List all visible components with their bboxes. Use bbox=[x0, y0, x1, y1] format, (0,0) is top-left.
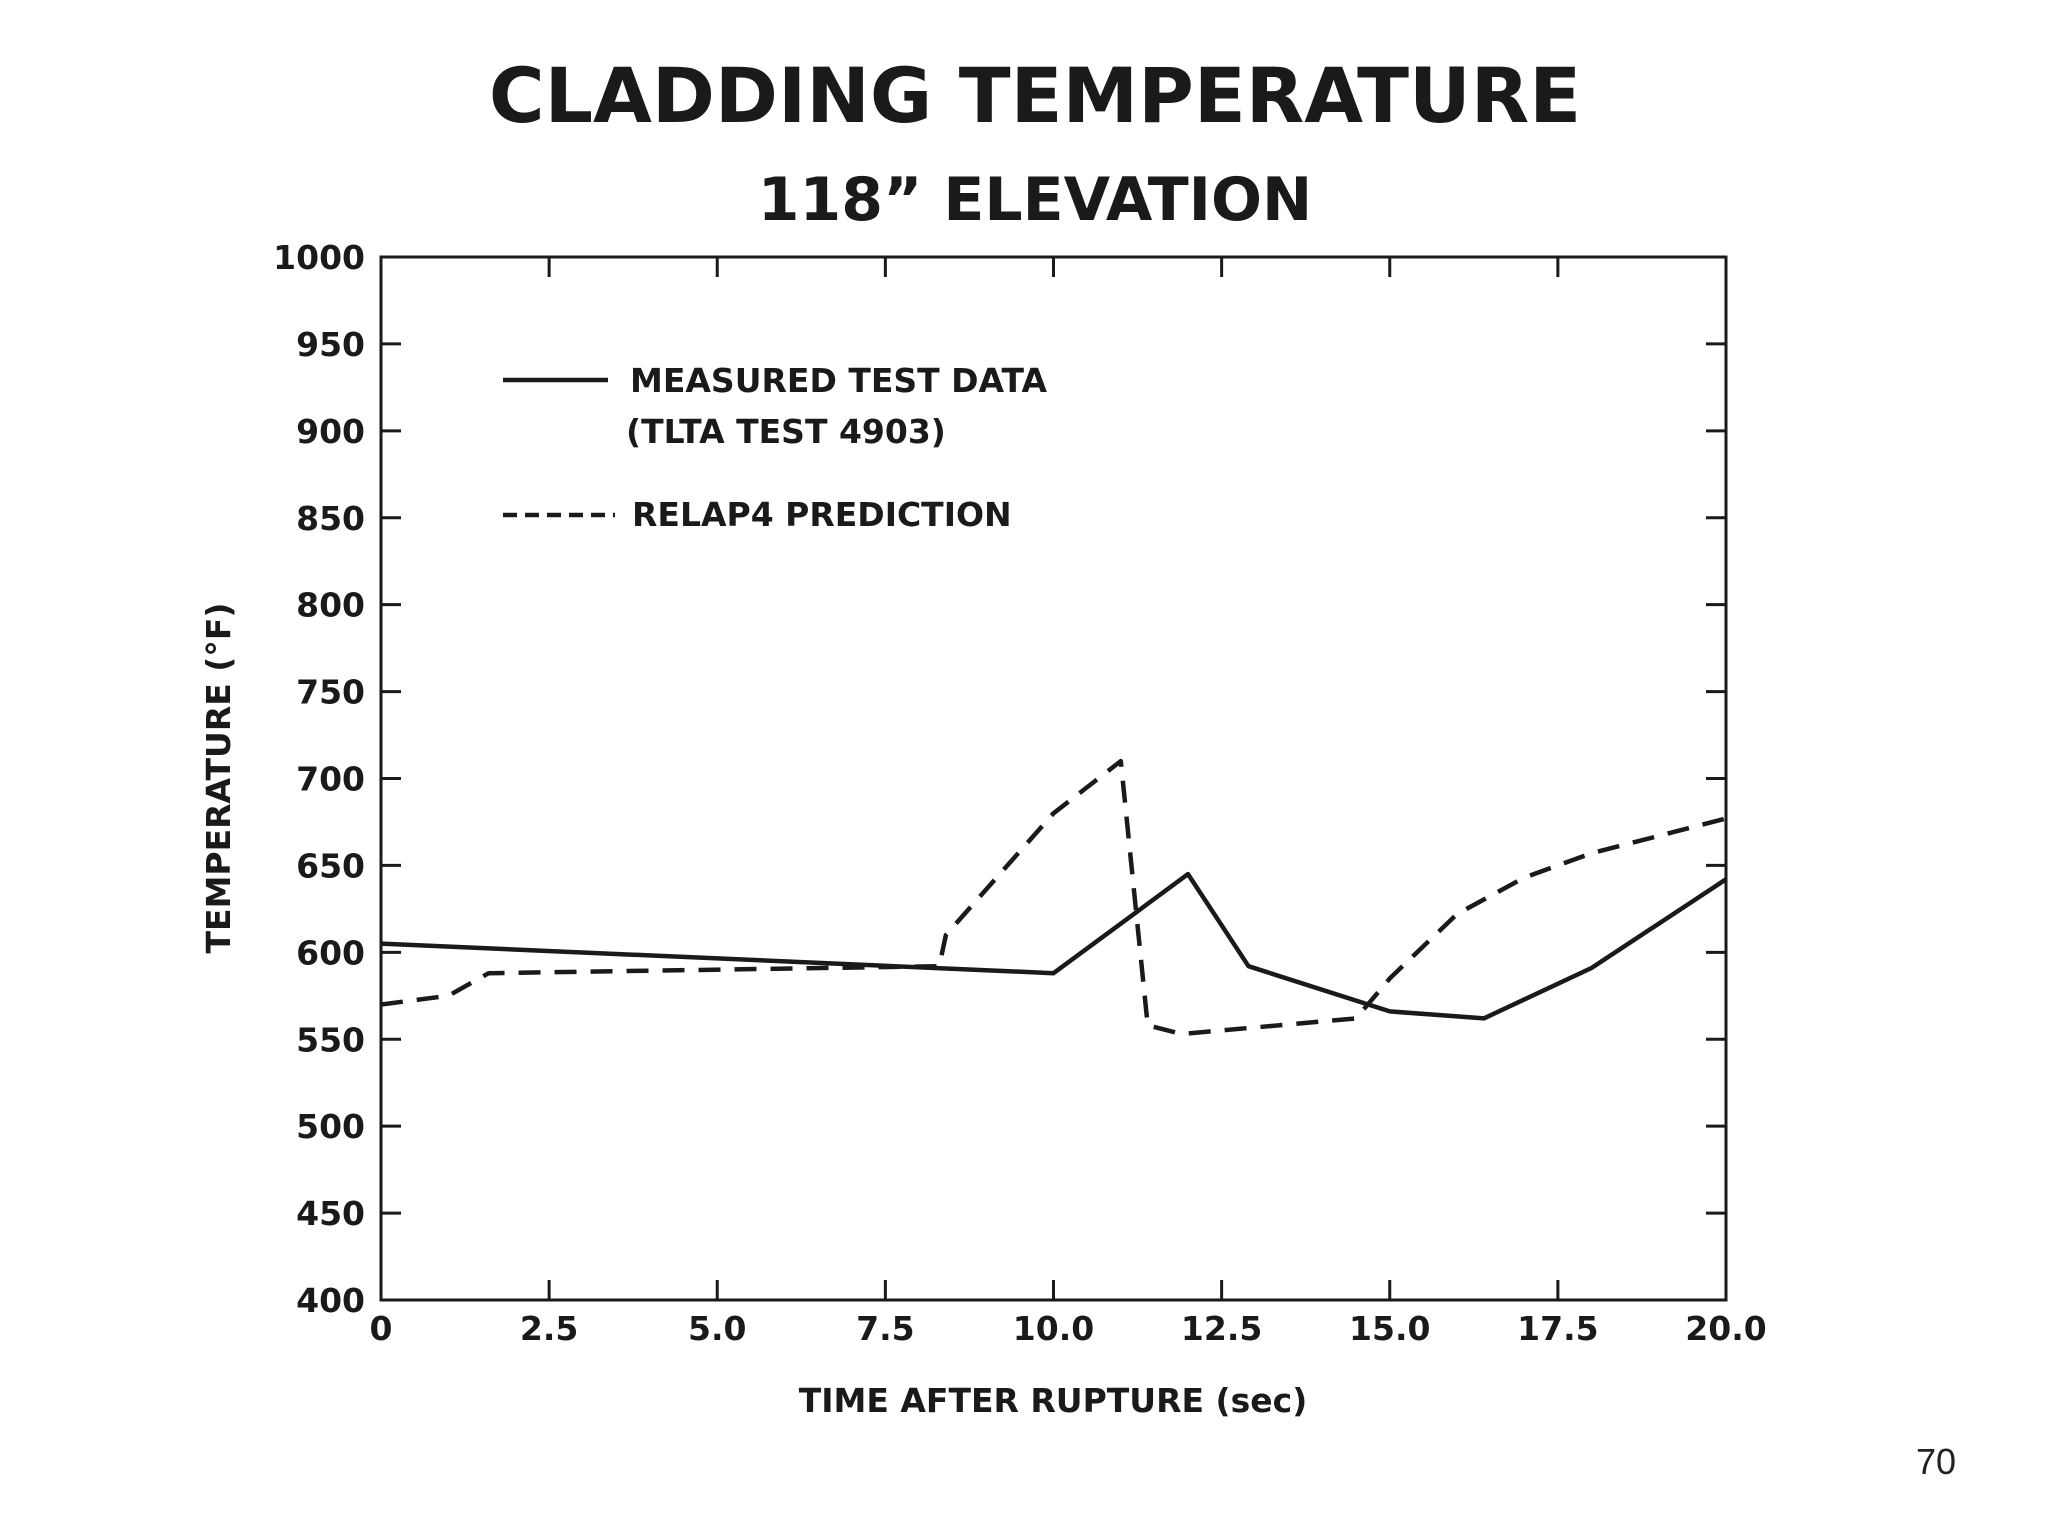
legend-label-relap4: RELAP4 PREDICTION bbox=[632, 495, 1012, 534]
x-tick-label: 10.0 bbox=[1013, 1309, 1094, 1348]
x-axis-label: TIME AFTER RUPTURE (sec) bbox=[799, 1381, 1308, 1420]
y-tick-label: 850 bbox=[296, 499, 365, 538]
legend-label-measured: MEASURED TEST DATA bbox=[630, 361, 1047, 400]
chart-subtitle: 118” ELEVATION bbox=[758, 165, 1312, 235]
x-tick-label: 20.0 bbox=[1685, 1309, 1766, 1348]
legend: MEASURED TEST DATA (TLTA TEST 4903) RELA… bbox=[503, 361, 1047, 534]
x-tick-label: 0 bbox=[370, 1309, 393, 1348]
y-tick-label: 550 bbox=[296, 1020, 365, 1059]
y-tick-label: 450 bbox=[296, 1194, 365, 1233]
y-axis-tick-labels: 400 450 500 550 600 650 700 750 800 850 900 950 1000 bbox=[273, 238, 365, 1320]
y-tick-label: 600 bbox=[296, 933, 365, 972]
x-tick-label: 2.5 bbox=[520, 1309, 578, 1348]
y-tick-label: 900 bbox=[296, 412, 365, 451]
y-tick-label: 500 bbox=[296, 1107, 365, 1146]
series-line-relap4-prediction bbox=[380, 758, 1727, 1037]
x-tick-label: 7.5 bbox=[856, 1309, 914, 1348]
y-axis-ticks bbox=[381, 342, 1726, 1215]
page-number: 70 bbox=[1916, 1441, 1956, 1482]
y-tick-label: 750 bbox=[296, 673, 365, 712]
x-tick-label: 5.0 bbox=[688, 1309, 746, 1348]
y-tick-label: 950 bbox=[296, 325, 365, 364]
y-tick-label: 650 bbox=[296, 846, 365, 885]
chart-title: CLADDING TEMPERATURE bbox=[489, 51, 1581, 140]
plot-frame bbox=[379, 255, 1728, 1302]
x-axis-tick-labels: 0 2.5 5.0 7.5 10.0 12.5 15.0 17.5 20.0 bbox=[370, 1309, 1767, 1348]
legend-label-measured-test-id: (TLTA TEST 4903) bbox=[626, 412, 946, 451]
x-tick-label: 12.5 bbox=[1181, 1309, 1262, 1348]
y-tick-label: 700 bbox=[296, 760, 365, 799]
series-line-measured-test-data bbox=[380, 871, 1728, 1021]
y-axis-label: TEMPERATURE (°F) bbox=[199, 603, 238, 954]
x-tick-label: 17.5 bbox=[1517, 1309, 1598, 1348]
x-axis-ticks bbox=[547, 257, 1560, 1300]
x-tick-label: 15.0 bbox=[1349, 1309, 1430, 1348]
y-tick-label: 800 bbox=[296, 586, 365, 625]
y-tick-label: 1000 bbox=[273, 238, 365, 277]
y-tick-label: 400 bbox=[296, 1281, 365, 1320]
